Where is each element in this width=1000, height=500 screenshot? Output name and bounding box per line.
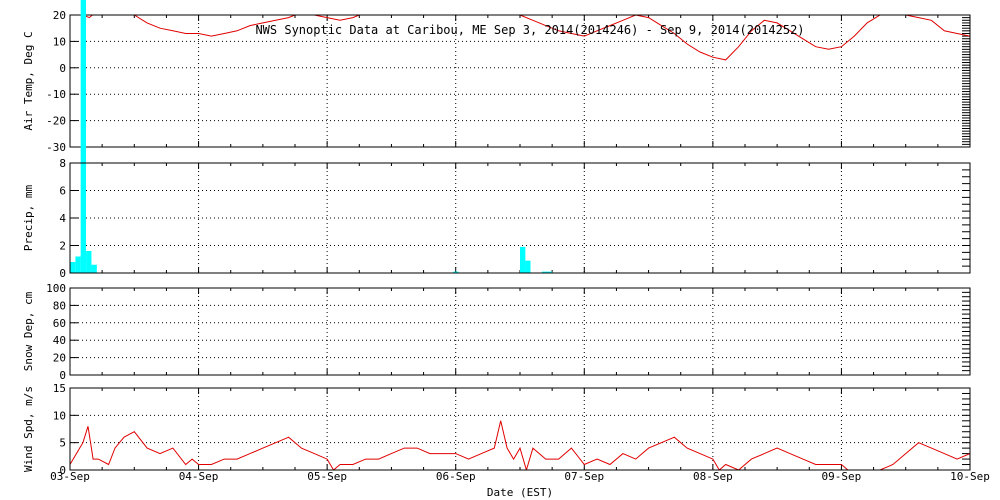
airtemp-ytick-label-0: 20: [53, 9, 66, 22]
airtemp-frame: [69, 14, 971, 148]
precip-ytick-label-3: 2: [59, 240, 66, 253]
windspd-y-axis-label: Wind Spd, m/s: [22, 386, 35, 472]
windspd-ytick-label-2: 5: [59, 437, 66, 450]
x-tick-label-0: 03-Sep: [50, 470, 90, 483]
snowdep-ytick-label-5: 0: [59, 369, 66, 382]
airtemp-ytick-label-4: -20: [46, 115, 66, 128]
precip-bar-4: [91, 264, 97, 273]
x-tick-label-6: 09-Sep: [822, 470, 862, 483]
precip-ytick-label-0: 8: [59, 157, 66, 170]
precip-bar-8: [541, 271, 548, 273]
precip-ytick-label-4: 0: [59, 267, 66, 280]
x-tick-label-7: 10-Sep: [950, 470, 990, 483]
snowdep-ytick-label-4: 20: [53, 352, 66, 365]
precip-bar-5: [453, 271, 459, 273]
airtemp-series-line: [82, 15, 970, 61]
windspd-ytick-label-1: 10: [53, 409, 66, 422]
airtemp-y-axis-label: Air Temp, Deg C: [22, 31, 35, 130]
windspd-ytick-label-0: 15: [53, 382, 66, 395]
precip-bar-0: [70, 262, 76, 273]
airtemp-ytick-label-1: 10: [53, 35, 66, 48]
x-tick-label-2: 05-Sep: [307, 470, 347, 483]
x-tick-label-3: 06-Sep: [436, 470, 476, 483]
precip-bar-1: [75, 256, 81, 273]
snowdep-ytick-label-0: 100: [46, 282, 66, 295]
precip-bar-2: [80, 0, 87, 273]
precip-bar-9: [547, 271, 553, 273]
x-tick-label-1: 04-Sep: [179, 470, 219, 483]
x-tick-label-4: 07-Sep: [564, 470, 604, 483]
precip-y-axis-label: Precip, mm: [22, 185, 35, 252]
precip-bar-6: [520, 246, 526, 273]
x-axis-label: Date (EST): [487, 486, 553, 499]
snowdep-y-axis-label: Snow Dep, cm: [22, 291, 35, 371]
snowdep-ytick-label-3: 40: [53, 334, 66, 347]
windspd-series-line: [70, 420, 970, 470]
airtemp-ytick-label-3: -10: [46, 88, 66, 101]
snowdep-ytick-label-1: 80: [53, 299, 66, 312]
windspd-ytick-label-3: 0: [59, 464, 66, 477]
precip-ytick-label-2: 4: [59, 212, 66, 225]
airtemp-ytick-label-5: -30: [46, 141, 66, 154]
airtemp-ytick-label-2: 0: [59, 62, 66, 75]
windspd-frame: [69, 387, 971, 471]
precip-ytick-label-1: 6: [59, 185, 66, 198]
snowdep-ytick-label-2: 60: [53, 317, 66, 330]
precip-bar-7: [525, 260, 531, 273]
chart-title: NWS Synoptic Data at Caribou, ME Sep 3, …: [255, 23, 804, 37]
x-tick-label-5: 08-Sep: [693, 470, 733, 483]
precip-bar-3: [86, 251, 92, 273]
precip-frame: [69, 162, 971, 274]
snowdep-frame: [69, 287, 971, 376]
